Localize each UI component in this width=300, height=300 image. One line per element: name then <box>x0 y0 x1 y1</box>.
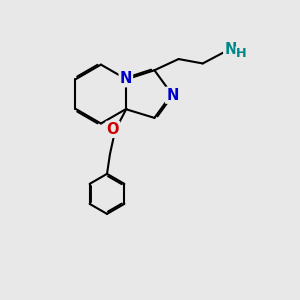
Text: N: N <box>224 42 237 57</box>
Text: H: H <box>236 47 247 60</box>
Text: O: O <box>106 122 119 137</box>
Text: N: N <box>120 71 132 86</box>
Text: N: N <box>166 88 178 103</box>
